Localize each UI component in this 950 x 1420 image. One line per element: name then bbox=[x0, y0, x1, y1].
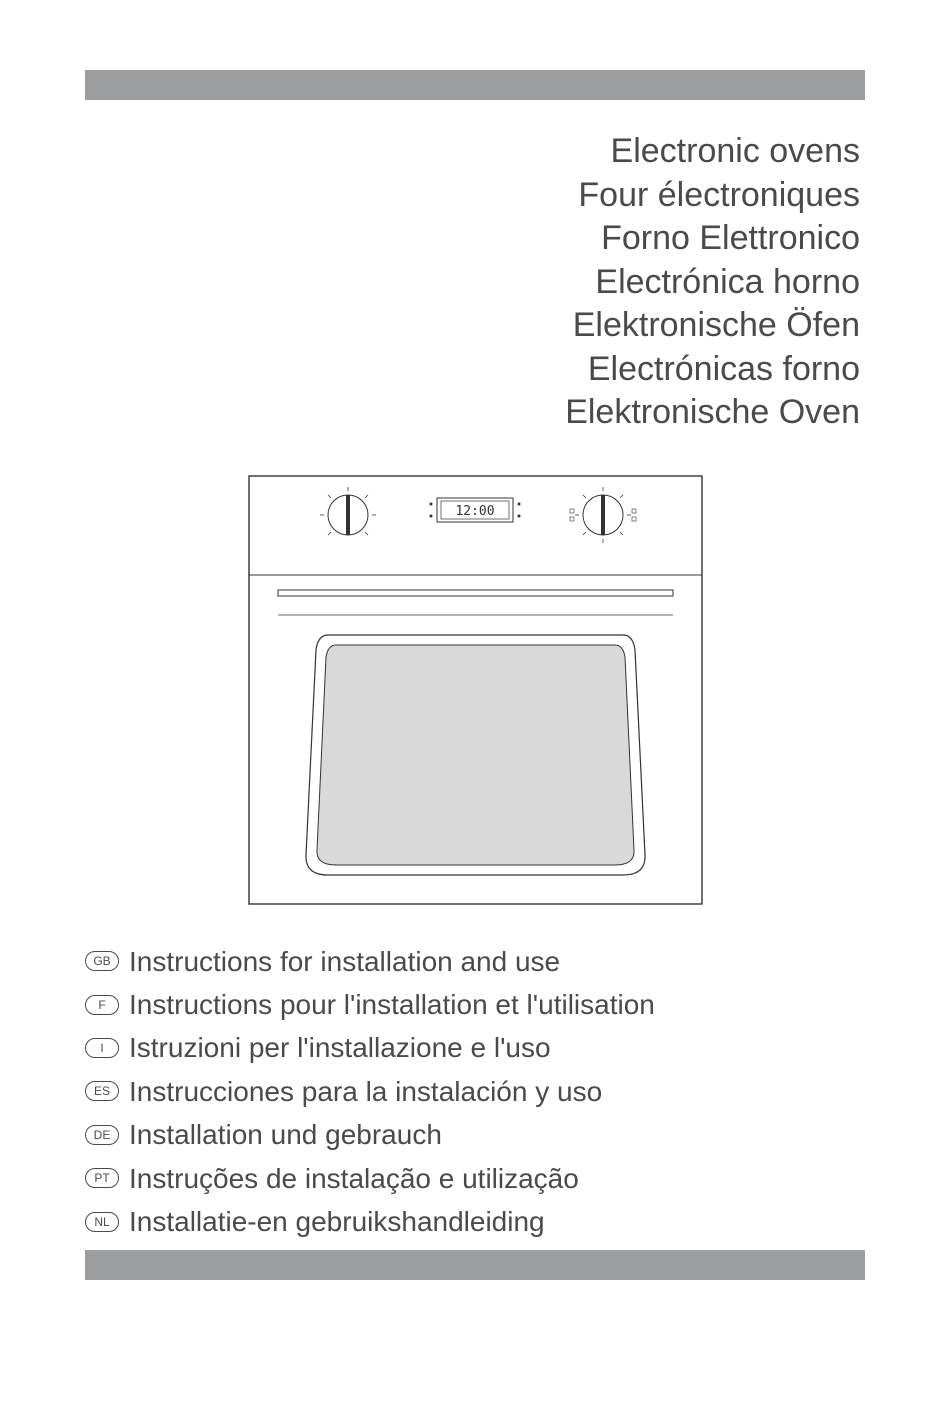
title-line: Elektronische Öfen bbox=[85, 304, 860, 348]
instruction-row: ES Instrucciones para la instalación y u… bbox=[85, 1070, 865, 1113]
instruction-row: NL Installatie-en gebruikshandleiding bbox=[85, 1200, 865, 1243]
oven-illustration: 12:00 bbox=[85, 475, 865, 905]
instruction-row: F Instructions pour l'installation et l'… bbox=[85, 983, 865, 1026]
instruction-text: Installation und gebrauch bbox=[129, 1113, 442, 1156]
lang-code-pill: PT bbox=[85, 1168, 119, 1188]
lang-code-pill: DE bbox=[85, 1125, 119, 1145]
top-divider-bar bbox=[85, 70, 865, 100]
lang-code-pill: GB bbox=[85, 951, 119, 971]
title-line: Electrónica horno bbox=[85, 261, 860, 305]
document-page: Electronic ovens Four électroniques Forn… bbox=[0, 0, 950, 1420]
instruction-row: GB Instructions for installation and use bbox=[85, 940, 865, 983]
instruction-row: I Istruzioni per l'installazione e l'uso bbox=[85, 1026, 865, 1069]
lang-code-pill: F bbox=[85, 995, 119, 1015]
instructions-list: GB Instructions for installation and use… bbox=[85, 940, 865, 1244]
lang-code-pill: ES bbox=[85, 1081, 119, 1101]
title-line: Four électroniques bbox=[85, 174, 860, 218]
instruction-text: Instruções de instalação e utilização bbox=[129, 1157, 579, 1200]
instruction-text: Instructions pour l'installation et l'ut… bbox=[129, 983, 655, 1026]
bottom-divider-bar bbox=[85, 1250, 865, 1280]
instruction-text: Istruzioni per l'installazione e l'uso bbox=[129, 1026, 551, 1069]
instruction-text: Instructions for installation and use bbox=[129, 940, 560, 983]
lang-code-pill: NL bbox=[85, 1212, 119, 1232]
title-block: Electronic ovens Four électroniques Forn… bbox=[85, 130, 865, 435]
lang-code-pill: I bbox=[85, 1038, 119, 1058]
title-line: Elektronische Oven bbox=[85, 391, 860, 435]
title-line: Electrónicas forno bbox=[85, 348, 860, 392]
title-line: Forno Elettronico bbox=[85, 217, 860, 261]
instruction-row: PT Instruções de instalação e utilização bbox=[85, 1157, 865, 1200]
instruction-row: DE Installation und gebrauch bbox=[85, 1113, 865, 1156]
oven-clock-display: 12:00 bbox=[455, 504, 494, 519]
instruction-text: Instrucciones para la instalación y uso bbox=[129, 1070, 602, 1113]
title-line: Electronic ovens bbox=[85, 130, 860, 174]
instruction-text: Installatie-en gebruikshandleiding bbox=[129, 1200, 545, 1243]
